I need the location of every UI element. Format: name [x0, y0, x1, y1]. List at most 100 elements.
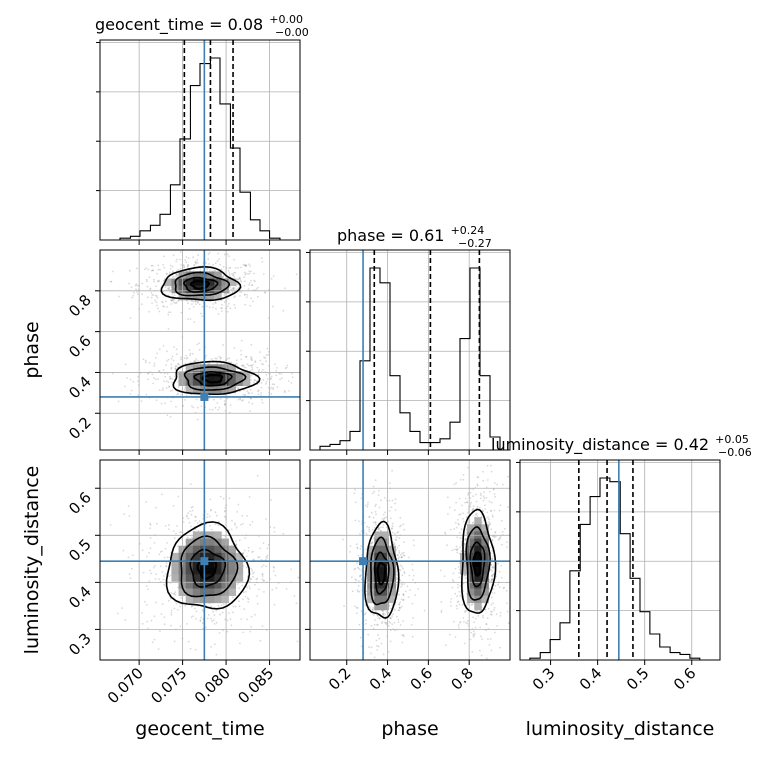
- sample-point-luminosity_distance_vs_phase-729: [454, 522, 457, 524]
- sample-point-phase_vs_geocent_time-421: [206, 305, 208, 308]
- sample-point-phase_vs_geocent_time-1214: [177, 362, 180, 365]
- sample-point-phase_vs_geocent_time-1316: [175, 365, 178, 367]
- sample-point-phase_vs_geocent_time-1256: [228, 357, 231, 360]
- sample-point-phase_vs_geocent_time-1357: [180, 393, 182, 396]
- sample-point-phase_vs_geocent_time-15: [233, 272, 236, 274]
- sample-point-luminosity_distance_vs_geocent_time-149: [252, 550, 255, 553]
- sample-point-luminosity_distance_vs_phase-1342: [498, 509, 501, 512]
- sample-point-phase_vs_geocent_time-827: [196, 406, 199, 409]
- density-cell-luminosity_distance_vs_phase-11-12: [388, 545, 397, 554]
- sample-point-phase_vs_geocent_time-1383: [285, 366, 288, 369]
- sample-point-luminosity_distance_vs_phase-1212: [463, 544, 466, 546]
- sample-point-phase_vs_geocent_time-1025: [250, 397, 252, 400]
- sample-point-luminosity_distance_vs_phase-1346: [498, 570, 501, 573]
- density-cell-phase_vs_geocent_time-12-3: [185, 271, 194, 279]
- sample-point-luminosity_distance_vs_geocent_time-15: [163, 616, 166, 619]
- sample-point-luminosity_distance_vs_geocent_time-111: [222, 603, 225, 606]
- ytick-label-phase_vs_geocent_time-2: 0.6: [65, 332, 95, 362]
- sample-point-luminosity_distance_vs_phase-64: [354, 567, 357, 570]
- sample-point-phase_vs_geocent_time-1155: [275, 374, 277, 377]
- sample-point-luminosity_distance_vs_phase-724: [454, 636, 457, 638]
- sample-point-phase_vs_geocent_time-1220: [211, 408, 214, 411]
- sample-point-luminosity_distance_vs_geocent_time-585: [128, 515, 131, 517]
- sample-point-luminosity_distance_vs_phase-1235: [491, 566, 494, 569]
- sample-point-luminosity_distance_vs_phase-628: [363, 532, 366, 534]
- sample-point-luminosity_distance_vs_phase-864: [485, 623, 488, 625]
- sample-point-luminosity_distance_vs_phase-512: [378, 527, 380, 530]
- sample-point-phase_vs_geocent_time-108: [190, 300, 193, 302]
- sample-point-phase_vs_geocent_time-1376: [196, 343, 199, 346]
- sample-point-luminosity_distance_vs_phase-1358: [496, 483, 498, 486]
- sample-point-phase_vs_geocent_time-422: [168, 288, 171, 290]
- sample-point-luminosity_distance_vs_geocent_time-360: [145, 501, 148, 503]
- sample-point-phase_vs_geocent_time-704: [291, 376, 294, 379]
- sample-point-luminosity_distance_vs_geocent_time-98: [179, 625, 182, 628]
- sample-point-phase_vs_geocent_time-53: [135, 267, 138, 270]
- sample-point-luminosity_distance_vs_geocent_time-636: [142, 571, 145, 574]
- sample-point-phase_vs_geocent_time-94: [176, 258, 179, 261]
- sample-point-phase_vs_geocent_time-1048: [195, 398, 198, 401]
- density-cell-luminosity_distance_vs_geocent_time-16-18: [214, 588, 222, 597]
- sample-point-phase_vs_geocent_time-432: [189, 269, 191, 272]
- sample-point-luminosity_distance_vs_phase-940: [507, 475, 509, 478]
- sample-point-phase_vs_geocent_time-20: [234, 307, 237, 309]
- density-cell-luminosity_distance_vs_geocent_time-12-16: [185, 574, 194, 582]
- sample-point-luminosity_distance_vs_geocent_time-277: [262, 579, 265, 582]
- sample-point-luminosity_distance_vs_phase-871: [491, 610, 494, 613]
- sample-point-luminosity_distance_vs_phase-181: [401, 552, 403, 555]
- sample-point-luminosity_distance_vs_phase-242: [400, 586, 402, 588]
- sample-point-luminosity_distance_vs_geocent_time-379: [194, 528, 197, 531]
- sample-point-luminosity_distance_vs_phase-316: [365, 533, 368, 535]
- sample-point-phase_vs_geocent_time-1391: [171, 355, 174, 358]
- sample-point-phase_vs_geocent_time-1266: [129, 378, 132, 381]
- sample-point-phase_vs_geocent_time-853: [169, 377, 172, 380]
- sample-point-phase_vs_geocent_time-988: [243, 389, 245, 391]
- sample-point-phase_vs_geocent_time-1166: [168, 385, 171, 388]
- sample-point-luminosity_distance_vs_geocent_time-346: [170, 614, 173, 616]
- sample-point-phase_vs_geocent_time-252: [187, 302, 189, 305]
- sample-point-phase_vs_geocent_time-1348: [137, 380, 139, 382]
- sample-point-phase_vs_geocent_time-1309: [164, 375, 167, 378]
- sample-point-phase_vs_geocent_time-752: [233, 347, 236, 349]
- sample-point-luminosity_distance_vs_phase-1198: [467, 466, 470, 469]
- sample-point-luminosity_distance_vs_geocent_time-591: [177, 608, 179, 611]
- sample-point-luminosity_distance_vs_phase-931: [461, 603, 464, 606]
- sample-point-luminosity_distance_vs_geocent_time-423: [186, 514, 189, 517]
- sample-point-luminosity_distance_vs_geocent_time-287: [189, 647, 192, 650]
- sample-point-luminosity_distance_vs_phase-996: [458, 603, 461, 606]
- sample-point-phase_vs_geocent_time-167: [243, 264, 246, 267]
- sample-point-luminosity_distance_vs_geocent_time-136: [210, 508, 212, 511]
- sample-point-luminosity_distance_vs_phase-833: [490, 575, 493, 577]
- sample-point-luminosity_distance_vs_geocent_time-487: [256, 577, 259, 580]
- sample-point-luminosity_distance_vs_geocent_time-77: [275, 587, 278, 590]
- sample-point-luminosity_distance_vs_phase-375: [373, 490, 376, 493]
- sample-point-luminosity_distance_vs_phase-1140: [498, 537, 501, 540]
- sample-point-luminosity_distance_vs_geocent_time-510: [251, 551, 254, 553]
- sample-point-luminosity_distance_vs_geocent_time-306: [238, 600, 240, 603]
- sample-point-luminosity_distance_vs_phase-916: [472, 495, 474, 498]
- sample-point-phase_vs_geocent_time-74: [223, 301, 226, 303]
- sample-point-luminosity_distance_vs_phase-473: [401, 641, 404, 644]
- density-cell-phase_vs_geocent_time-12-17: [185, 371, 194, 379]
- sample-point-luminosity_distance_vs_phase-245: [411, 569, 414, 571]
- histograms: [100, 40, 720, 661]
- density-cell-luminosity_distance_vs_geocent_time-16-12: [214, 545, 222, 554]
- sample-point-luminosity_distance_vs_geocent_time-593: [242, 598, 244, 601]
- sample-point-phase_vs_geocent_time-62: [243, 284, 246, 287]
- sample-point-phase_vs_geocent_time-1221: [241, 364, 244, 367]
- sample-point-luminosity_distance_vs_phase-1330: [497, 539, 500, 541]
- density-cell-luminosity_distance_vs_phase-9-11: [374, 538, 382, 547]
- density-cell-luminosity_distance_vs_phase-11-16: [388, 574, 397, 582]
- sample-point-phase_vs_geocent_time-222: [284, 287, 286, 290]
- sample-point-phase_vs_geocent_time-592: [183, 266, 185, 268]
- sample-point-luminosity_distance_vs_phase-1317: [481, 509, 484, 511]
- sample-point-luminosity_distance_vs_geocent_time-565: [219, 613, 222, 616]
- sample-point-phase_vs_geocent_time-925: [236, 368, 239, 370]
- sample-point-luminosity_distance_vs_geocent_time-562: [257, 556, 260, 559]
- sample-point-luminosity_distance_vs_geocent_time-516: [249, 587, 251, 590]
- sample-point-luminosity_distance_vs_phase-775: [459, 478, 462, 481]
- ytick-label-luminosity_distance_vs_geocent_time-0: 0.3: [65, 630, 95, 660]
- sample-point-phase_vs_geocent_time-942: [183, 388, 186, 391]
- sample-point-phase_vs_geocent_time-855: [174, 365, 177, 367]
- sample-point-luminosity_distance_vs_geocent_time-163: [261, 578, 264, 581]
